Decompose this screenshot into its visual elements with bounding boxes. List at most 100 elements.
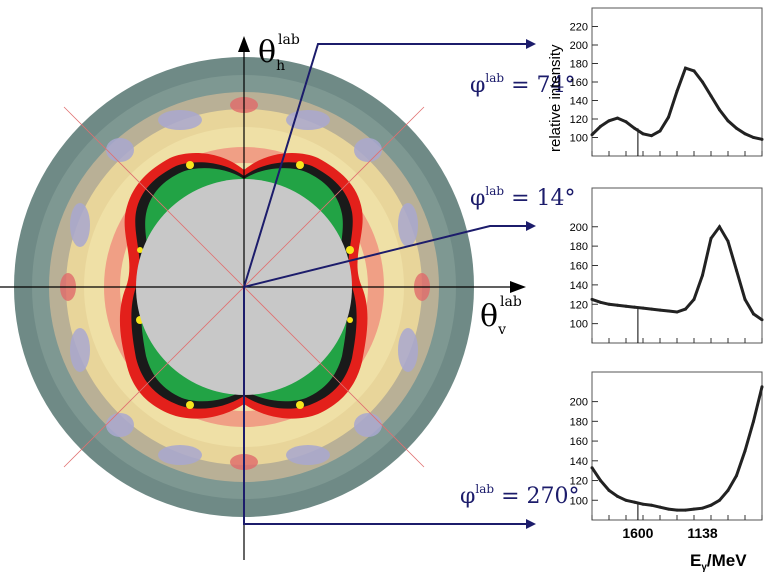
data-point bbox=[650, 307, 653, 311]
phi-74-value: = 74° bbox=[504, 73, 575, 98]
phi-14-symbol: φ bbox=[470, 186, 485, 211]
phi-14-sup: lab bbox=[485, 184, 504, 198]
x-tick-label: 1600 bbox=[622, 525, 653, 541]
data-point bbox=[616, 494, 619, 498]
data-point bbox=[718, 498, 721, 502]
data-point bbox=[726, 119, 730, 123]
data-point bbox=[607, 119, 611, 123]
data-point bbox=[701, 80, 704, 84]
data-point bbox=[709, 503, 713, 507]
data-point bbox=[726, 239, 730, 243]
data-point bbox=[684, 508, 687, 512]
y-tick-label: 160 bbox=[570, 77, 588, 89]
y-tick-label: 120 bbox=[570, 114, 588, 126]
arrow-phi-74 bbox=[243, 39, 536, 288]
y-tick-label: 200 bbox=[570, 40, 588, 52]
theta-h-label: θh bbox=[258, 35, 285, 74]
theta-h-sup: lab bbox=[278, 32, 300, 48]
data-point bbox=[743, 132, 747, 136]
data-point bbox=[633, 500, 636, 504]
y-tick-label: 100 bbox=[570, 319, 588, 331]
theta-v-sup: lab bbox=[500, 294, 522, 310]
data-point bbox=[599, 124, 602, 128]
data-point bbox=[709, 236, 713, 240]
data-point bbox=[633, 305, 636, 309]
data-point bbox=[616, 116, 619, 120]
data-point bbox=[718, 108, 721, 112]
y-tick-label: 200 bbox=[570, 397, 588, 409]
arrow-phi-14 bbox=[243, 221, 536, 288]
data-point bbox=[709, 94, 713, 98]
data-point bbox=[599, 300, 602, 304]
data-point bbox=[701, 273, 704, 277]
data-point bbox=[684, 66, 687, 70]
data-point bbox=[735, 268, 738, 272]
energy-label-rest: /MeV bbox=[707, 551, 747, 570]
data-point bbox=[658, 129, 662, 133]
energy-label-main: E bbox=[690, 551, 701, 570]
data-point bbox=[607, 488, 611, 492]
y-tick-label: 180 bbox=[570, 416, 588, 428]
y-tick-label: 140 bbox=[570, 280, 588, 292]
data-point bbox=[590, 466, 594, 470]
data-point bbox=[667, 309, 670, 313]
data-point bbox=[684, 307, 687, 311]
y-tick-label: 180 bbox=[570, 59, 588, 71]
data-point bbox=[658, 308, 662, 312]
data-point bbox=[590, 297, 594, 301]
y-tick-label: 160 bbox=[570, 261, 588, 273]
y-tick-label: 200 bbox=[570, 222, 588, 234]
data-point bbox=[590, 133, 594, 137]
data-point bbox=[607, 302, 611, 306]
y-tick-label: 100 bbox=[570, 495, 588, 507]
data-point bbox=[616, 303, 619, 307]
y-tick-label: 140 bbox=[570, 96, 588, 108]
energy-label-sub: γ bbox=[701, 562, 707, 573]
phi-74-label: φlab = 74° bbox=[470, 71, 576, 98]
data-point bbox=[701, 506, 704, 510]
energy-axis-label: Eγ/MeV bbox=[690, 551, 747, 573]
phi-74-symbol: φ bbox=[470, 73, 485, 98]
theta-h-sub: h bbox=[276, 58, 285, 74]
phi-74-sup: lab bbox=[485, 71, 504, 85]
data-point bbox=[760, 318, 764, 322]
data-point bbox=[752, 312, 755, 316]
y-tick-label: 120 bbox=[570, 299, 588, 311]
data-point bbox=[650, 503, 653, 507]
y-tick-label: 180 bbox=[570, 241, 588, 253]
spectrum-panel-2: 100 120 140 160 180 200 bbox=[570, 187, 764, 344]
spectrum-panel-3: 100 120 140 160 180 200 1600 1138 bbox=[570, 371, 764, 541]
data-point bbox=[760, 137, 764, 141]
data-point bbox=[624, 304, 628, 308]
data-point bbox=[667, 507, 670, 511]
phi-annotations: φlab = 74° φlab = 14° φlab = 270° bbox=[460, 71, 580, 509]
theta-h-symbol: θ bbox=[258, 35, 276, 70]
y-tick-label: 140 bbox=[570, 456, 588, 468]
data-point bbox=[752, 419, 755, 423]
data-point bbox=[735, 474, 738, 478]
data-point bbox=[743, 297, 747, 301]
phi-14-label: φlab = 14° bbox=[470, 184, 576, 211]
data-point bbox=[641, 306, 645, 310]
panel-frame bbox=[591, 7, 763, 157]
arrow-phi-270 bbox=[243, 287, 536, 529]
data-point bbox=[692, 507, 696, 511]
data-point bbox=[735, 126, 738, 130]
y-tick-label: 120 bbox=[570, 476, 588, 488]
data-point bbox=[692, 297, 696, 301]
x-tick-label: 1138 bbox=[687, 525, 718, 541]
data-point bbox=[633, 126, 636, 130]
phi-270-label: φlab = 270° bbox=[460, 482, 580, 509]
theta-v-label: θv bbox=[480, 299, 506, 338]
data-point bbox=[726, 488, 730, 492]
data-point bbox=[658, 505, 662, 509]
data-point bbox=[692, 69, 696, 73]
phi-14-value: = 14° bbox=[504, 186, 575, 211]
data-point bbox=[675, 508, 679, 512]
data-point bbox=[650, 134, 653, 138]
phi-270-value: = 270° bbox=[494, 484, 579, 509]
arrows bbox=[243, 39, 536, 529]
